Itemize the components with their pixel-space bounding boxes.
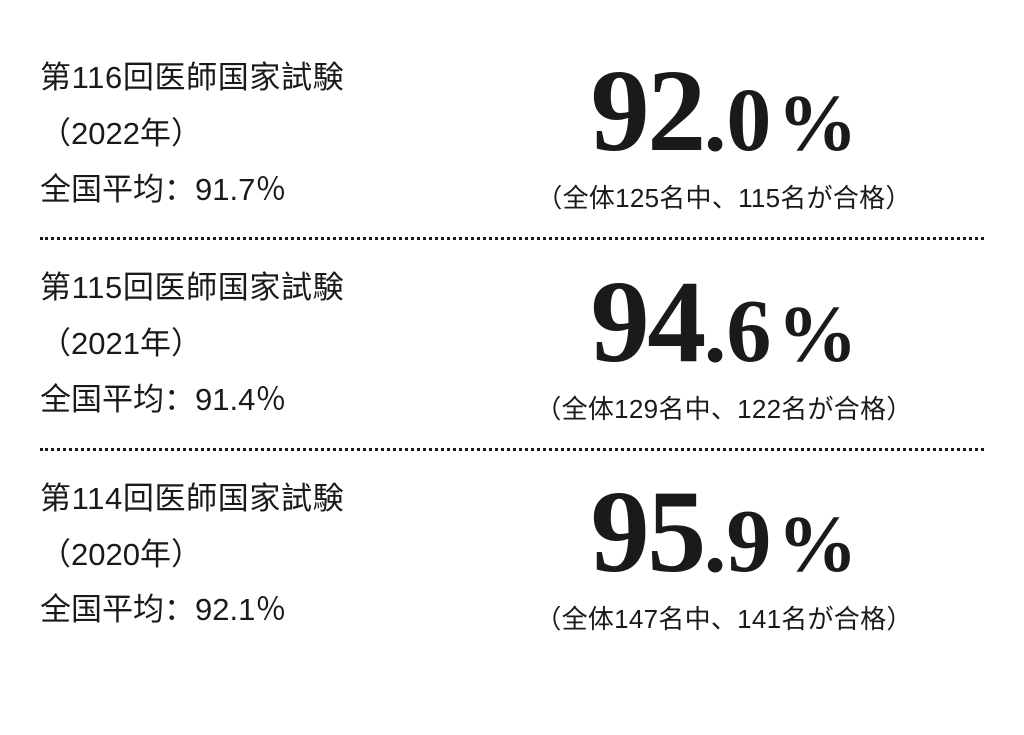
- exam-info-left: 第114回医師国家試験 （2020年） 全国平均：92.1％: [40, 471, 344, 638]
- exam-year: （2022年）: [40, 106, 344, 162]
- pass-rate-integer: 92: [591, 52, 704, 170]
- exam-national-avg: 全国平均：91.7％: [40, 162, 344, 218]
- pass-rate-dot: .: [704, 287, 727, 377]
- exam-result-right: 95 . 9 % （全体147名中、141名が合格）: [464, 473, 984, 636]
- pass-detail: （全体129名中、122名が合格）: [464, 389, 984, 426]
- exam-result-right: 92 . 0 % （全体125名中、115名が合格）: [464, 52, 984, 215]
- pass-rate-decimal: 9: [726, 497, 771, 587]
- exam-title: 第116回医師国家試験: [40, 50, 344, 106]
- exam-result-right: 94 . 6 % （全体129名中、122名が合格）: [464, 263, 984, 426]
- exam-year: （2020年）: [40, 527, 344, 583]
- pass-rate-dot: .: [704, 497, 727, 587]
- pass-rate-dot: .: [704, 76, 727, 166]
- exam-national-avg: 全国平均：91.4％: [40, 372, 344, 428]
- pass-detail: （全体125名中、115名が合格）: [464, 178, 984, 215]
- exam-year: （2021年）: [40, 316, 344, 372]
- percent-symbol: %: [777, 84, 857, 164]
- pass-rate: 92 . 0 %: [464, 52, 984, 170]
- exam-results-table: 第116回医師国家試験 （2022年） 全国平均：91.7％ 92 . 0 % …: [40, 30, 984, 658]
- pass-rate: 94 . 6 %: [464, 263, 984, 381]
- pass-rate-integer: 94: [591, 263, 704, 381]
- exam-info-left: 第115回医師国家試験 （2021年） 全国平均：91.4％: [40, 260, 344, 427]
- exam-row: 第114回医師国家試験 （2020年） 全国平均：92.1％ 95 . 9 % …: [40, 451, 984, 658]
- exam-title: 第114回医師国家試験: [40, 471, 344, 527]
- percent-symbol: %: [777, 295, 857, 375]
- pass-rate-decimal: 0: [726, 76, 771, 166]
- exam-info-left: 第116回医師国家試験 （2022年） 全国平均：91.7％: [40, 50, 344, 217]
- pass-rate: 95 . 9 %: [464, 473, 984, 591]
- pass-rate-decimal: 6: [726, 287, 771, 377]
- pass-rate-integer: 95: [591, 473, 704, 591]
- exam-row: 第116回医師国家試験 （2022年） 全国平均：91.7％ 92 . 0 % …: [40, 30, 984, 237]
- exam-row: 第115回医師国家試験 （2021年） 全国平均：91.4％ 94 . 6 % …: [40, 240, 984, 447]
- exam-national-avg: 全国平均：92.1％: [40, 582, 344, 638]
- percent-symbol: %: [777, 505, 857, 585]
- exam-title: 第115回医師国家試験: [40, 260, 344, 316]
- pass-detail: （全体147名中、141名が合格）: [464, 599, 984, 636]
